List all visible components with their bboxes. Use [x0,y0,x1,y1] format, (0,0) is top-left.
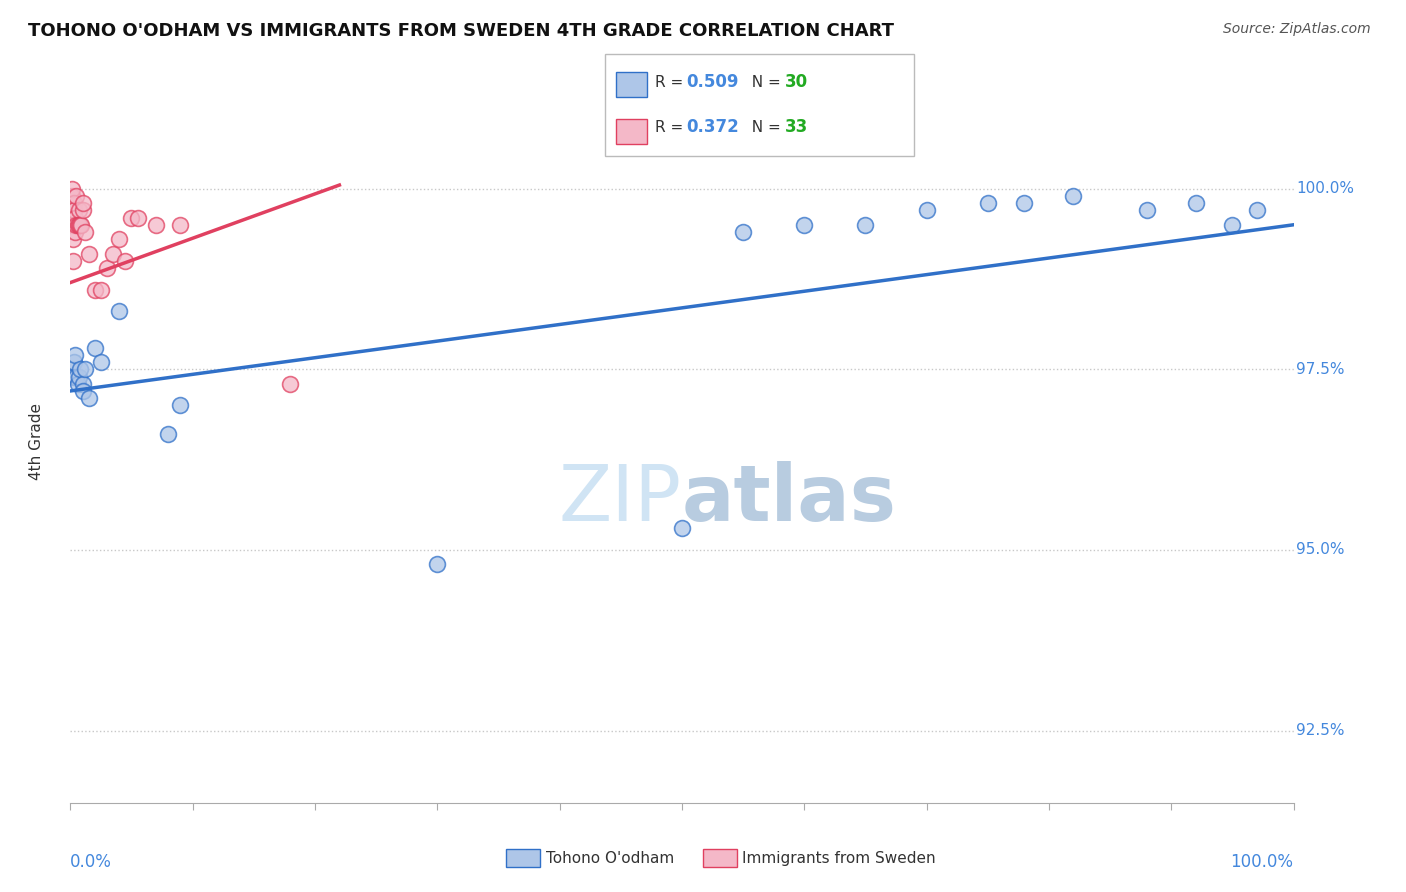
Text: R =: R = [655,75,689,90]
Point [145,218,167,232]
Text: atlas: atlas [682,461,897,537]
Point [69,362,91,376]
Point [121,211,143,225]
Point [67,203,90,218]
Point [62,218,84,232]
Point [101,246,124,260]
Point [280,376,302,391]
Text: Immigrants from Sweden: Immigrants from Sweden [742,851,936,865]
Point [77,391,100,405]
Point [60,362,83,376]
Point [59,218,82,232]
Point [169,218,191,232]
Point [60,196,83,211]
Point [73,225,96,239]
Point [157,427,180,442]
Point [83,283,105,297]
Text: N =: N = [742,75,786,90]
Point [169,398,191,412]
Point [793,218,815,232]
Point [65,369,87,384]
Point [63,211,86,225]
Point [66,376,89,391]
Point [62,232,84,246]
Point [63,225,86,239]
Text: N =: N = [742,120,786,135]
Point [1246,203,1268,218]
Text: 97.5%: 97.5% [1296,362,1344,376]
Point [90,355,112,369]
Point [69,218,91,232]
Point [72,384,94,398]
Point [108,304,131,318]
Point [127,211,149,225]
Point [72,376,94,391]
Point [73,362,96,376]
Point [733,225,755,239]
Point [108,232,131,246]
Text: 0.372: 0.372 [686,119,740,136]
Point [63,355,86,369]
Text: ZIP: ZIP [560,461,682,537]
Point [1220,218,1243,232]
Point [62,369,84,384]
Point [67,218,90,232]
Point [1136,203,1159,218]
Text: 95.0%: 95.0% [1296,542,1344,558]
Point [65,218,87,232]
Point [1184,196,1206,211]
Text: Tohono O'odham: Tohono O'odham [546,851,673,865]
Point [72,196,94,211]
Text: 30: 30 [785,73,807,91]
Text: 92.5%: 92.5% [1296,723,1344,738]
Point [60,189,83,203]
Point [67,369,90,384]
Point [72,203,94,218]
Point [96,261,118,276]
Point [63,196,86,211]
Point [63,203,86,218]
Point [66,218,89,232]
Point [671,521,693,535]
Text: Source: ZipAtlas.com: Source: ZipAtlas.com [1223,22,1371,37]
Point [62,253,84,268]
Point [1062,189,1084,203]
Point [915,203,938,218]
Point [855,218,877,232]
Point [114,253,136,268]
Point [60,182,83,196]
Text: R =: R = [655,120,689,135]
Text: 100.0%: 100.0% [1296,181,1354,196]
Point [1014,196,1036,211]
Text: 100.0%: 100.0% [1230,854,1294,871]
Text: TOHONO O'ODHAM VS IMMIGRANTS FROM SWEDEN 4TH GRADE CORRELATION CHART: TOHONO O'ODHAM VS IMMIGRANTS FROM SWEDEN… [28,22,894,40]
Text: 0.0%: 0.0% [70,854,112,871]
Text: 0.509: 0.509 [686,73,738,91]
Point [77,246,100,260]
Point [70,218,93,232]
Text: 4th Grade: 4th Grade [28,403,44,480]
Point [426,558,449,572]
Point [976,196,998,211]
Point [63,348,86,362]
Point [90,283,112,297]
Point [65,189,87,203]
Point [83,341,105,355]
Text: 33: 33 [785,119,808,136]
